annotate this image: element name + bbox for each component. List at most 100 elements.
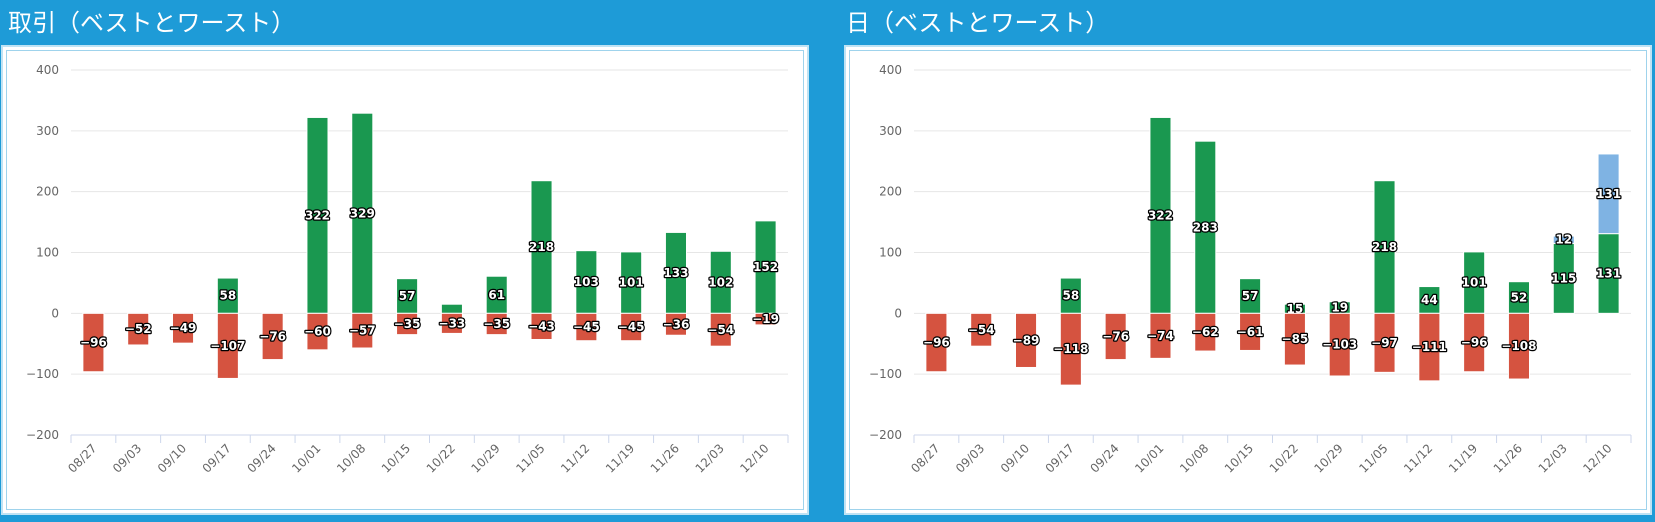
bar [620, 312, 643, 342]
bar [1239, 312, 1262, 351]
bar [82, 312, 105, 373]
bar [575, 312, 598, 342]
data-label: −36 [663, 317, 690, 331]
data-label: 329 [350, 206, 375, 220]
x-tick-label: 09/10 [998, 441, 1032, 475]
data-label: 131 [1596, 266, 1621, 280]
data-label: −35 [483, 317, 510, 331]
bar [440, 303, 463, 314]
data-label: −74 [1147, 329, 1174, 343]
data-label: −57 [349, 324, 376, 338]
data-label: −103 [1322, 338, 1357, 352]
chart-title-trades: 取引（ベストとワースト） [8, 9, 296, 37]
y-tick-label: 400 [36, 63, 59, 77]
data-label: −96 [923, 336, 950, 350]
bar [216, 312, 239, 379]
x-tick-label: 08/27 [908, 441, 942, 475]
x-tick-label: 10/01 [289, 441, 323, 475]
y-tick-label: 300 [36, 124, 59, 138]
x-tick-label: 10/08 [1177, 441, 1211, 475]
bar [1373, 312, 1396, 373]
x-tick-label: 09/24 [244, 441, 278, 475]
x-tick-label: 10/15 [379, 441, 413, 475]
data-label: −76 [259, 329, 286, 343]
data-label: 152 [753, 260, 778, 274]
data-label: 101 [1462, 276, 1487, 290]
data-label: 52 [1511, 291, 1528, 305]
data-label: −62 [1192, 325, 1219, 339]
bar [351, 312, 374, 349]
bar [530, 312, 553, 340]
x-tick-label: 12/10 [737, 441, 771, 475]
x-tick-label: 11/12 [558, 441, 592, 475]
x-tick-label: 10/01 [1132, 441, 1166, 475]
data-label: −54 [968, 323, 995, 337]
data-label: −35 [394, 317, 421, 331]
x-tick-label: 12/10 [1580, 441, 1614, 475]
x-tick-label: 11/26 [1491, 441, 1525, 475]
x-tick-label: 10/29 [1311, 441, 1345, 475]
x-tick-label: 11/19 [1446, 441, 1480, 475]
data-label: −96 [1461, 336, 1488, 350]
data-label: −54 [707, 323, 734, 337]
data-label: 322 [305, 208, 330, 222]
chart-title-days: 日（ベストとワースト） [846, 9, 1110, 37]
x-tick-label: 09/24 [1087, 441, 1121, 475]
bar [1328, 312, 1351, 377]
bar [1059, 312, 1082, 386]
data-label: 57 [1242, 289, 1259, 303]
bar [1104, 312, 1127, 361]
data-label: −111 [1412, 340, 1447, 354]
x-tick-label: 09/03 [110, 441, 144, 475]
chart-panel-days: −200 −100 0 100 200 300 400 58 322 283 57 15 19 218 44… [844, 45, 1652, 515]
data-label: 322 [1148, 208, 1173, 222]
bar [1597, 153, 1620, 235]
x-tick-label: 11/19 [603, 441, 637, 475]
data-label: −43 [528, 319, 555, 333]
y-tick-label: 200 [36, 185, 59, 199]
y-tick-label: 300 [879, 124, 902, 138]
data-label: −60 [304, 325, 331, 339]
y-tick-label: −200 [869, 428, 902, 442]
data-label: 58 [219, 289, 236, 303]
data-label: −52 [125, 322, 152, 336]
y-tick-label: 100 [879, 246, 902, 260]
data-label: −49 [170, 321, 197, 335]
data-label: −19 [752, 312, 779, 326]
chart-panel-trades: −200 −100 0 100 200 300 400 58 322 329 57 61 218 103 1… [1, 45, 809, 515]
bar [485, 312, 508, 336]
bar [664, 312, 687, 336]
bar [1283, 312, 1306, 366]
bar [1463, 312, 1486, 373]
data-label: 218 [1372, 240, 1397, 254]
bar [1194, 312, 1217, 352]
data-label: 58 [1062, 289, 1079, 303]
bar [261, 312, 284, 361]
x-tick-label: 09/03 [953, 441, 987, 475]
data-label: −96 [80, 336, 107, 350]
y-tick-label: 0 [894, 306, 902, 320]
bar [925, 312, 948, 373]
data-label: 115 [1551, 271, 1576, 285]
bar [396, 312, 419, 336]
y-tick-label: 400 [879, 63, 902, 77]
bar [1418, 312, 1441, 382]
data-label: 19 [1331, 301, 1348, 315]
bar [970, 312, 993, 347]
data-label: 102 [708, 275, 733, 289]
bar [306, 312, 329, 351]
data-label: −108 [1501, 339, 1536, 353]
bar [1552, 235, 1575, 244]
data-label: 131 [1596, 187, 1621, 201]
x-tick-label: 12/03 [1536, 441, 1570, 475]
chart-trades: −200 −100 0 100 200 300 400 58 322 329 57 61 218 103 1… [26, 63, 789, 476]
x-tick-label: 10/15 [1222, 441, 1256, 475]
x-tick-label: 11/12 [1401, 441, 1435, 475]
y-tick-label: −100 [26, 367, 59, 381]
x-tick-label: 11/05 [513, 441, 547, 475]
x-tick-label: 10/08 [334, 441, 368, 475]
y-tick-label: 200 [879, 185, 902, 199]
x-tick-label: 12/03 [693, 441, 727, 475]
y-tick-label: −200 [26, 428, 59, 442]
